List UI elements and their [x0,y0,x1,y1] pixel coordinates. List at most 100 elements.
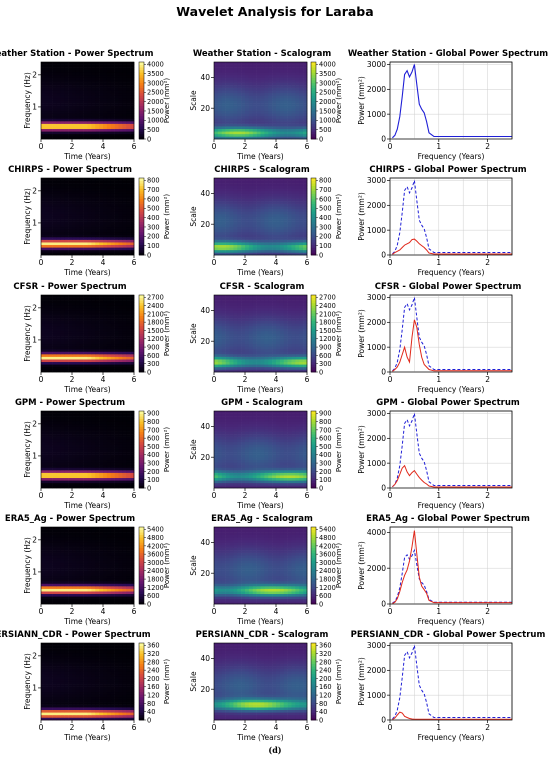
x-axis-label: Time (Years) [63,152,110,161]
spectrum-cell [103,188,108,192]
scalogram-cell [283,82,288,86]
x-tick-label: 2 [243,258,248,267]
spectrum-cell [41,485,46,489]
scalogram-cell [260,310,265,314]
scalogram-cell [217,354,223,357]
scalogram-cell [283,201,288,204]
spectrum-cell [56,103,61,106]
spectrum-cell [79,72,84,76]
scalogram-cell [264,252,269,256]
spectrum-cell [106,87,112,91]
spectrum-cell [41,208,46,212]
scalogram-cell [295,242,300,246]
scalogram-cell [299,239,304,243]
spectrum-cell [95,133,100,137]
spectrum-cell [106,485,112,489]
spectrum-cell [68,110,73,114]
spectrum-cell [126,346,131,350]
colorbar-segment [139,244,144,248]
spectrum-cell [95,249,100,253]
spectrum-cell [91,206,96,210]
scalogram-cell [256,97,261,101]
spectrum-cell [126,188,131,192]
series-line-product [392,238,512,255]
scalogram-cell [217,131,223,135]
spectrum-cell [64,92,69,96]
spectrum-cell [114,485,119,489]
spectrum-cell [79,62,84,65]
spectrum-cell [103,100,108,104]
colorbar-segment [311,115,316,119]
scalogram-cell [260,103,265,106]
colorbar-segment [139,348,144,352]
scalogram-cell [276,234,281,238]
scalogram-cell [229,195,234,199]
scalogram-cell [241,297,246,301]
spectrum-cell [52,356,57,360]
colorbar-segment [311,297,316,301]
scalogram-cell [229,229,234,233]
spectrum-cell [56,208,61,212]
scalogram-cell [225,103,230,106]
scalogram-cell [252,118,257,122]
colorbar-tick-label: 1500 [147,107,164,115]
spectrum-cell [130,105,135,109]
colorbar-segment [311,206,316,210]
scalogram-cell [283,338,288,342]
scalogram-cell [256,300,261,303]
scalogram-cell [291,92,296,96]
spectrum-cell [79,346,84,350]
scalogram-cell [260,85,265,88]
spectrum-cell [110,242,115,246]
scalogram-cell [225,364,230,368]
spectrum-cell [103,480,108,484]
scalogram-cell [248,69,254,73]
spectrum-cell [44,475,50,479]
scalogram-cell [291,183,296,186]
spectrum-cell [87,472,92,476]
scalogram-cell [283,85,288,88]
scalogram-cell [241,95,246,99]
scalogram-cell [291,333,296,337]
spectrum-cell [126,226,131,230]
scalogram-cell [299,67,304,70]
scalogram-cell [237,325,242,329]
scalogram-cell [291,341,296,345]
spectrum-cell [56,82,61,86]
spectrum-cell [114,208,119,212]
scalogram-cell [276,82,281,86]
spectrum-cell [60,312,65,316]
scalogram-cell [252,87,257,91]
spectrum-cell [103,206,108,210]
spectrum-cell [44,231,50,235]
spectrum-cell [110,198,115,202]
spectrum-cell [64,72,69,76]
scalogram-cell [221,328,226,332]
spectrum-cell [52,234,57,238]
scalogram-cell [283,330,288,334]
spectrum-cell [44,136,50,140]
scalogram-cell [287,115,292,119]
scalogram-cell [264,100,269,104]
scalogram-cell [295,364,300,368]
spectrum-cell [110,480,115,484]
scalogram-cell [248,123,254,127]
y-tick-label: 1 [32,336,37,345]
y-axis-label: Power (mm²) [357,309,366,358]
scalogram-cell [221,74,226,78]
spectrum-cell [106,247,112,251]
scalogram-cell [241,323,246,327]
scalogram-cell [233,190,238,194]
spectrum-cell [118,369,123,373]
scalogram-cell [291,208,296,212]
spectrum-cell [103,180,108,184]
spectrum-cell [103,126,108,130]
scalogram-cell [291,231,296,235]
scalogram-cell [268,87,273,91]
spectrum-cell [41,190,46,194]
scalogram-cell [283,128,288,132]
scalogram-cell [225,123,230,127]
spectrum-cell [99,356,104,360]
